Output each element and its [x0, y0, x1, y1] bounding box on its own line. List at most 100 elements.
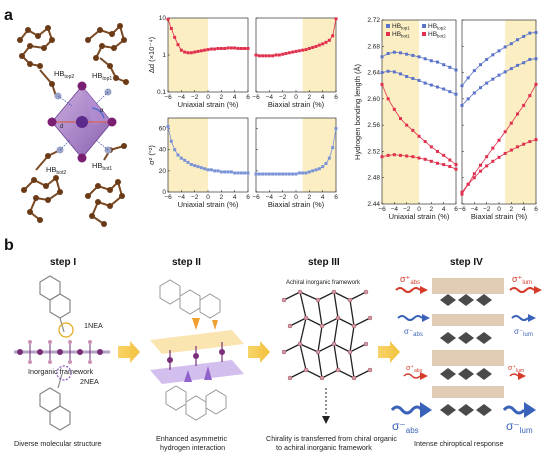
hb-biaxial-series-2-point — [509, 121, 513, 125]
hb-uniaxial-series-0-point — [448, 65, 452, 69]
sigma2-biaxial-series-0-point — [307, 170, 311, 174]
sigma-minus-lum-2: σ⁻lum — [506, 419, 533, 435]
hb-biaxial-series-3-point — [534, 138, 538, 142]
hb-uniaxial-ylabel: Hydrogen bonding length (Å) — [353, 64, 362, 160]
sigma2-biaxial-series-0-point — [327, 156, 331, 160]
hb-biaxial-series-1-point — [466, 97, 470, 101]
delta-d-biaxial-series-0-point — [284, 51, 288, 55]
sigma2-biaxial-series-0-point — [294, 172, 298, 176]
hb-uniaxial-series-1-point — [429, 83, 433, 87]
hb-uniaxial-ytick-label: 2.72 — [367, 17, 380, 24]
sigma2-uniaxial-ytick-label: 60 — [159, 126, 167, 133]
hb-uniaxial-series-2-point — [442, 153, 446, 157]
sigma2-uniaxial-series-0-point — [186, 160, 190, 164]
sigma2-uniaxial-series-0-point — [166, 124, 170, 128]
delta-d-biaxial-series-0-point — [331, 34, 335, 38]
delta-d-biaxial-series-0-point — [304, 48, 308, 52]
hb-uniaxial-xtick-label: 0 — [417, 206, 421, 213]
delta-d-uniaxial-series-0-point — [233, 46, 237, 50]
sigma2-uniaxial-series-0-point — [226, 170, 230, 174]
perovskite-structure-illustration: α d — [17, 23, 129, 227]
delta-d-uniaxial-ytick-label: 0.1 — [157, 89, 166, 96]
hb-uniaxial-series-2-point — [380, 82, 384, 86]
hb-biaxial-series-0-point — [534, 30, 538, 34]
hb-uniaxial-series-1-point — [380, 71, 384, 75]
delta-d-biaxial-series-0-point — [294, 49, 298, 53]
hb-uniaxial-ytick-label: 2.56 — [367, 122, 380, 129]
sigma2-uniaxial-ytick-label: 20 — [159, 168, 167, 175]
step-3-caption-line1: Chirality is transferred from chiral org… — [266, 434, 397, 443]
delta-d-biaxial-series-0-point — [281, 52, 285, 56]
delta-d-biaxial-xtick-label: 6 — [334, 94, 338, 101]
hb-uniaxial-xtick-label: 2 — [430, 206, 434, 213]
hb-biaxial-xtick-label: 6 — [534, 206, 538, 213]
sigma2-uniaxial-series-0-point — [229, 170, 233, 174]
sigma-plus-abs-1: σ⁺abs — [400, 274, 420, 286]
sigma2-uniaxial-series-0-point — [223, 170, 227, 174]
sigma2-uniaxial-ytick-label: 0 — [162, 189, 166, 196]
sigma2-biaxial-xtick-label: −2 — [279, 194, 287, 201]
hb-uniaxial-series-3-point — [442, 163, 446, 167]
hb-uniaxial-series-3-point — [448, 165, 452, 169]
hb-uniaxial-series-0-point — [423, 57, 427, 61]
hb-uniaxial-xtick-label: −6 — [378, 206, 386, 213]
delta-d-biaxial-series-0-point — [311, 45, 315, 49]
delta-d-uniaxial-series-0-point — [193, 50, 197, 54]
delta-d-uniaxial-ytick-label: 1 — [162, 52, 166, 59]
hb-biaxial-series-0-point — [516, 38, 519, 42]
hb-biaxial-xtick-label: −4 — [471, 206, 479, 213]
hb-uniaxial-series-1-point — [399, 72, 402, 76]
hb-biaxial-series-0-point — [485, 57, 489, 61]
hb-uniaxial-xtick-label: 4 — [442, 206, 446, 213]
hb-biaxial-xtick-label: 4 — [522, 206, 526, 213]
step-1-caption: Diverse molecular structure — [14, 439, 101, 448]
hb-uniaxial-ytick-label: 2.60 — [367, 96, 380, 103]
sigma2-uniaxial-series-0-point — [233, 171, 237, 175]
delta-d-biaxial-series-0-point — [291, 50, 295, 54]
delta-d-uniaxial-series-0-point — [169, 27, 173, 31]
step-1-illustration — [14, 275, 110, 431]
delta-d-biaxial-series-0-point — [317, 43, 321, 47]
delta-d-biaxial-series-0-point — [327, 38, 331, 42]
delta-d-biaxial-xtick-label: 2 — [308, 94, 312, 101]
sigma2-biaxial-series-0-point — [271, 172, 275, 176]
hb-biaxial-series-2-point — [534, 82, 538, 86]
hb-uniaxial-ytick-label: 2.44 — [367, 201, 380, 208]
hb-uniaxial-ytick-label: 2.52 — [367, 148, 380, 155]
sigma2-uniaxial-shaded-region — [168, 118, 208, 192]
sigma2-biaxial-series-0-point — [254, 172, 258, 176]
hb-uniaxial-series-0-point — [417, 55, 421, 59]
hb-uniaxial-series-0-point — [429, 59, 433, 63]
delta-d-uniaxial-series-0-point — [199, 49, 203, 53]
delta-d-biaxial-series-0-point — [267, 54, 271, 58]
delta-d-uniaxial-series-0-point — [239, 46, 243, 50]
hb-uniaxial-series-1-point — [417, 78, 421, 82]
hb-biaxial-shaded-region — [505, 20, 536, 204]
sigma2-uniaxial-series-0-point — [243, 171, 247, 175]
sigma2-uniaxial-ytick-label: 40 — [159, 147, 167, 154]
hb-uniaxial-series-0-point — [411, 53, 415, 57]
sigma2-biaxial-series-0-point — [264, 172, 268, 176]
hb-biaxial-series-3-point — [522, 142, 526, 146]
sigma2-biaxial-series-0-point — [277, 172, 281, 176]
sigma2-uniaxial-series-0-point — [179, 156, 183, 160]
hb-biaxial-series-2-point — [528, 94, 532, 98]
hb-uniaxial-legend-label: HBbot2 — [428, 31, 446, 39]
delta-d-uniaxial-series-0-point — [209, 47, 213, 51]
delta-d-biaxial-xtick-label: 0 — [294, 94, 298, 101]
hb-biaxial-series-2-point — [479, 163, 482, 167]
sigma2-biaxial-series-0-point — [284, 172, 288, 176]
delta-d-uniaxial-series-0-point — [236, 46, 240, 50]
hb-biaxial-series-3-point — [491, 159, 495, 163]
delta-d-uniaxial-ylabel: Δd (×10⁻⁴) — [147, 36, 156, 73]
delta-d-uniaxial-xlabel: Uniaxial strain (%) — [178, 100, 239, 109]
hb-uniaxial-series-1-point — [386, 69, 390, 73]
hb-biaxial-series-3-point — [497, 155, 501, 159]
hb-biaxial-series-1-point — [509, 67, 513, 71]
hb-uniaxial-series-2-point — [429, 145, 433, 149]
delta-d-uniaxial-series-0-point — [229, 46, 233, 50]
arrow-1-2 — [118, 341, 140, 363]
hb-biaxial-series-0-point — [522, 34, 526, 38]
hb-biaxial-series-2-point — [491, 146, 495, 150]
